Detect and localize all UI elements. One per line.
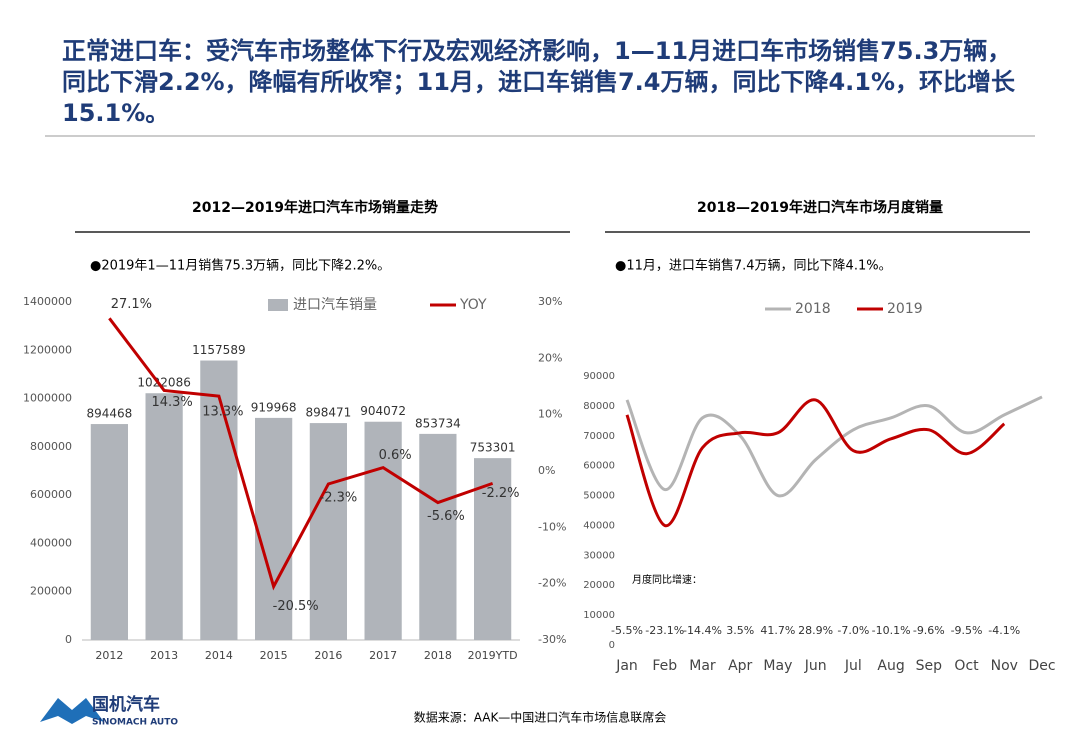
data-label: 13.3% <box>202 405 243 420</box>
y-tick-label: 1200000 <box>23 343 72 356</box>
x-tick-label: Oct <box>954 658 979 674</box>
x-tick-label: 2015 <box>260 649 288 662</box>
y-tick-label: 20000 <box>583 580 615 591</box>
y-tick-label: 50000 <box>583 491 615 502</box>
bar <box>255 417 293 640</box>
series-line <box>625 398 1006 527</box>
legend-swatch <box>268 299 288 311</box>
data-label: -2.3% <box>320 490 358 505</box>
y2-tick-label: -10% <box>538 520 566 533</box>
y-tick-label: 40000 <box>583 520 615 531</box>
legend-label: 2019 <box>887 301 923 317</box>
x-tick-label: 2018 <box>424 649 452 662</box>
chart-title: 2018—2019年进口汽车市场月度销量 <box>697 199 943 216</box>
legend-label: 2018 <box>795 301 831 317</box>
x-tick-label: Apr <box>728 658 752 674</box>
chart-title: 2012—2019年进口汽车市场销量走势 <box>192 199 438 216</box>
annotation: 月度同比增速： <box>632 573 702 586</box>
data-label: 853734 <box>415 416 461 430</box>
bar <box>200 360 238 640</box>
y2-tick-label: 0% <box>538 464 555 477</box>
data-label: 1022086 <box>137 376 190 390</box>
growth-label: -9.5% <box>951 624 983 637</box>
bar <box>90 424 128 640</box>
growth-label: 41.7% <box>760 624 795 637</box>
x-tick-label: Feb <box>652 658 677 674</box>
bar <box>364 421 402 640</box>
y2-tick-label: -30% <box>538 633 566 646</box>
legend-label: 进口汽车销量 <box>293 296 377 313</box>
slide-title: 正常进口车：受汽车市场整体下行及宏观经济影响，1—11月进口车市场销售75.3万… <box>62 37 1016 127</box>
y-tick-label: 1400000 <box>23 295 72 308</box>
growth-label: -10.1% <box>872 624 911 637</box>
data-label: 753301 <box>470 441 516 455</box>
y-tick-label: 80000 <box>583 401 615 412</box>
y-tick-label: 800000 <box>30 440 72 453</box>
data-label: 1157589 <box>192 343 245 357</box>
bar <box>309 423 347 640</box>
y-tick-label: 400000 <box>30 536 72 549</box>
bar <box>419 433 457 640</box>
data-label: 27.1% <box>111 297 152 312</box>
data-label: 0.6% <box>379 448 412 463</box>
series-line <box>108 317 494 591</box>
data-label: 898471 <box>305 406 351 420</box>
data-label: 894468 <box>86 407 132 421</box>
x-tick-label: 2014 <box>205 649 233 662</box>
logo-icon <box>40 698 104 724</box>
growth-label: -4.1% <box>988 624 1020 637</box>
y2-tick-label: 10% <box>538 408 562 421</box>
y-tick-label: 0 <box>65 633 72 646</box>
x-tick-label: Dec <box>1028 658 1055 674</box>
x-tick-label: Nov <box>991 658 1018 674</box>
growth-label: 3.5% <box>726 624 754 637</box>
chart-subtitle: ●11月，进口车销售7.4万辆，同比下降4.1%。 <box>615 258 892 274</box>
y-tick-label: 0 <box>609 640 615 651</box>
y2-tick-label: -20% <box>538 577 566 590</box>
logo-subname: SINOMACH AUTO <box>92 718 178 728</box>
x-tick-label: Sep <box>916 658 943 674</box>
x-tick-label: Jun <box>804 658 827 674</box>
growth-label: -5.5% <box>611 624 643 637</box>
y-tick-label: 1000000 <box>23 392 72 405</box>
y-tick-label: 30000 <box>583 550 615 561</box>
y2-tick-label: 20% <box>538 351 562 364</box>
x-tick-label: Jul <box>844 658 862 674</box>
y-tick-label: 70000 <box>583 431 615 442</box>
growth-label: -14.4% <box>683 624 722 637</box>
x-tick-label: 2019YTD <box>468 649 518 662</box>
x-tick-label: Jan <box>615 658 638 674</box>
growth-label: -9.6% <box>913 624 945 637</box>
chart-subtitle: ●2019年1—11月销售75.3万辆，同比下降2.2%。 <box>90 258 390 274</box>
y-tick-label: 200000 <box>30 585 72 598</box>
y-tick-label: 90000 <box>583 371 615 382</box>
y-tick-label: 60000 <box>583 461 615 472</box>
data-label: 904072 <box>360 404 406 418</box>
x-tick-label: 2012 <box>95 649 123 662</box>
y2-tick-label: 30% <box>538 295 562 308</box>
series-line <box>625 395 1043 498</box>
x-tick-label: 2016 <box>314 649 342 662</box>
y-tick-label: 10000 <box>583 610 615 621</box>
y-tick-label: 600000 <box>30 488 72 501</box>
growth-label: -23.1% <box>645 624 684 637</box>
data-label: 919968 <box>251 400 297 414</box>
growth-label: -7.0% <box>837 624 869 637</box>
data-label: -2.2% <box>482 486 520 501</box>
x-tick-label: May <box>763 658 792 674</box>
legend-label: YOY <box>459 297 487 313</box>
source: 数据来源：AAK—中国进口汽车市场信息联席会 <box>414 710 667 725</box>
x-tick-label: Mar <box>689 658 716 674</box>
data-label: -5.6% <box>427 509 465 524</box>
data-label: 14.3% <box>151 395 192 410</box>
x-tick-label: Aug <box>877 658 904 674</box>
x-tick-label: 2013 <box>150 649 178 662</box>
data-label: -20.5% <box>273 599 319 614</box>
logo-name: 国机汽车 <box>92 694 160 715</box>
bar <box>145 393 183 640</box>
growth-label: 28.9% <box>798 624 833 637</box>
x-tick-label: 2017 <box>369 649 397 662</box>
